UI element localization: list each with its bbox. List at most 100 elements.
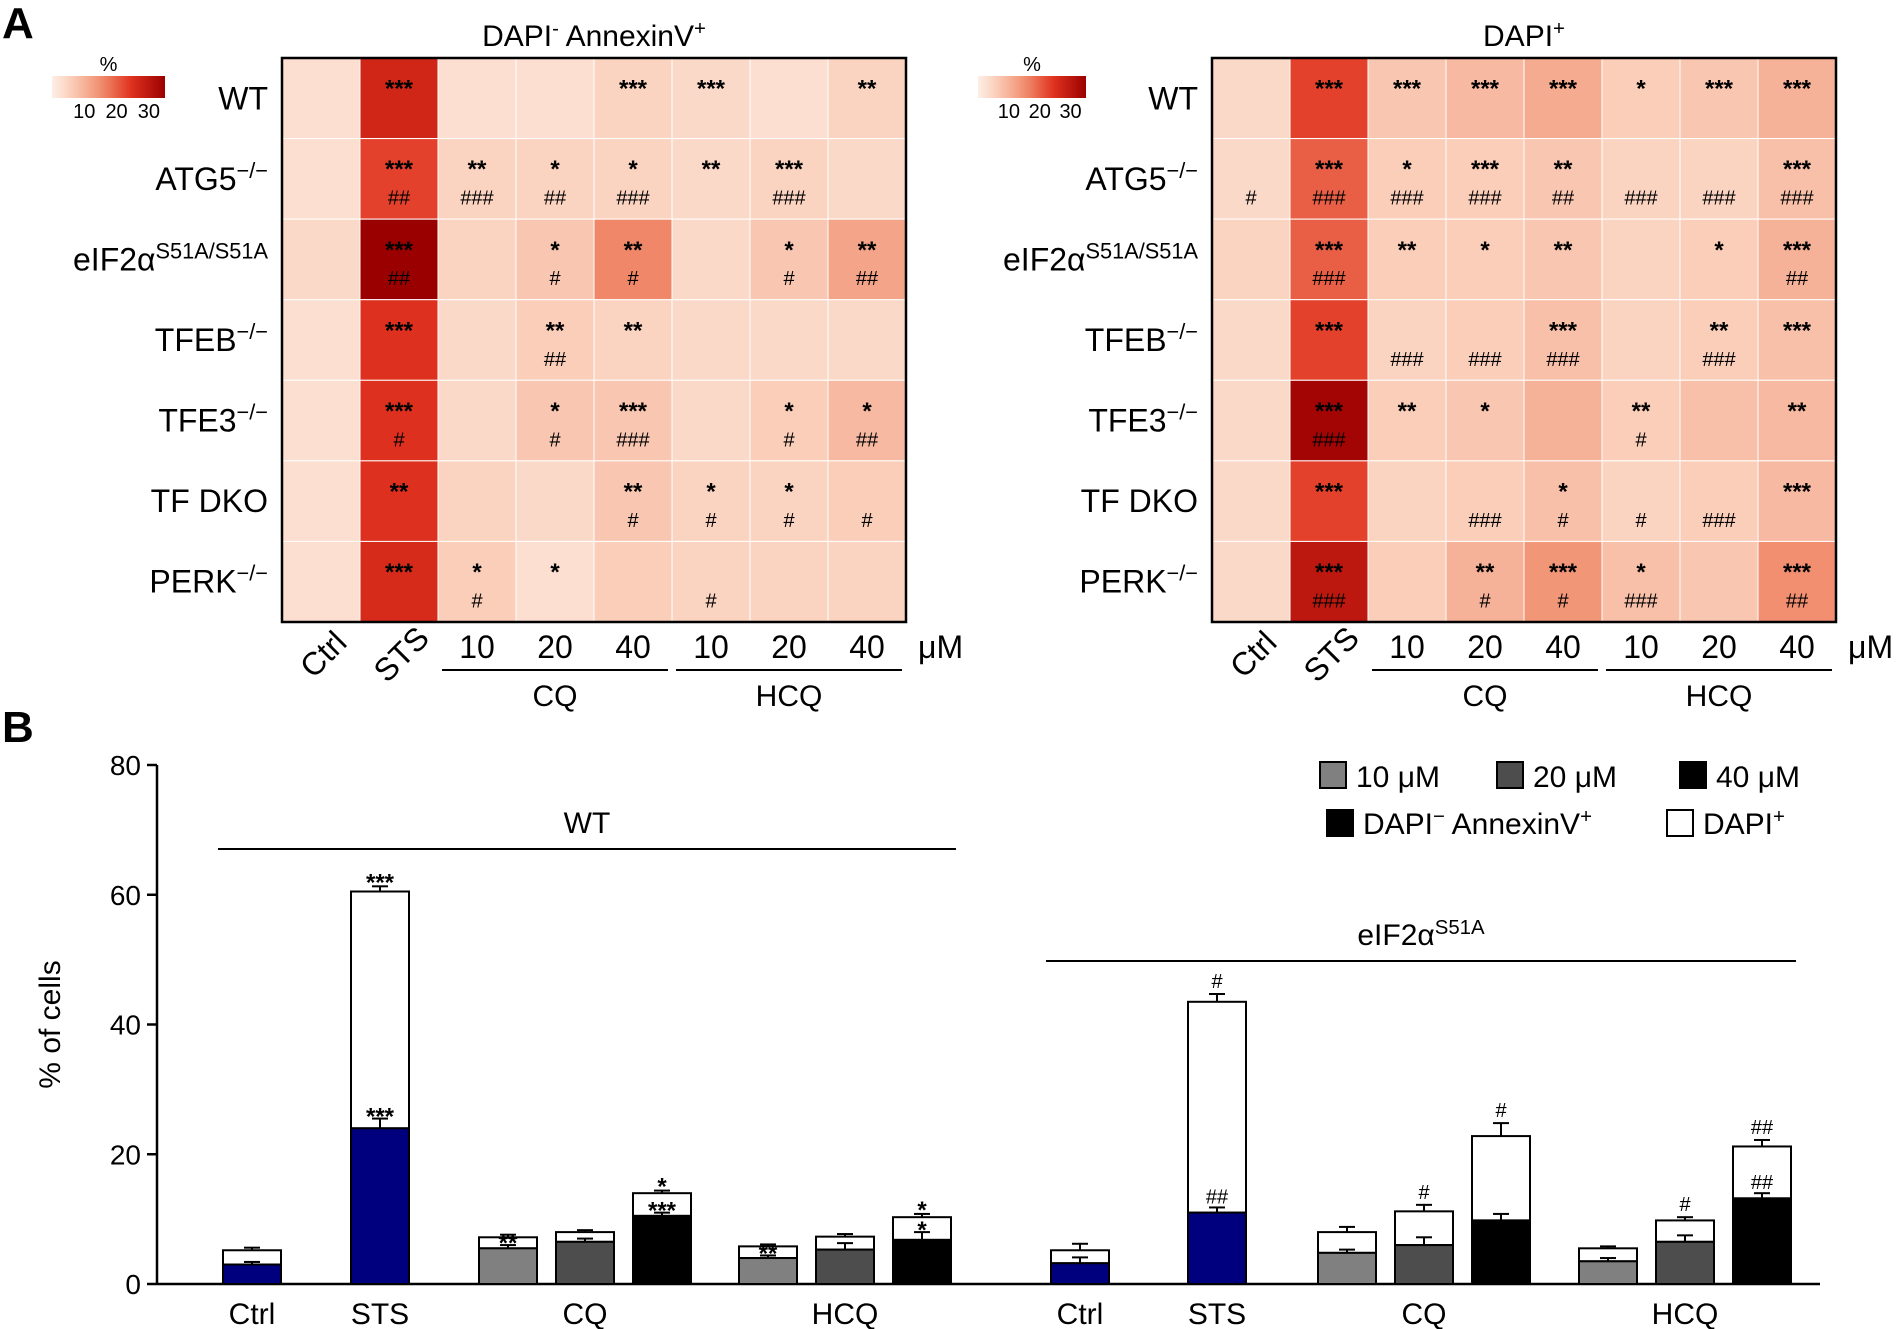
bar-segment-annexin: [738, 1257, 798, 1286]
row-label: WT: [218, 80, 268, 116]
legend-dapi-label: DAPI+: [1703, 806, 1785, 841]
cell-significance-star: ***: [1315, 479, 1344, 506]
colorbar: [52, 76, 165, 98]
cell-significance-star: ***: [619, 76, 648, 103]
column-label: 10: [1623, 629, 1659, 665]
superscript: +: [1773, 806, 1785, 828]
superscript: S51A/S51A: [156, 238, 269, 263]
column-label: 10: [1389, 629, 1425, 665]
label-part: TFEB: [155, 322, 237, 358]
superscript: −/−: [1167, 319, 1198, 344]
panel-label-b: B: [2, 703, 34, 752]
cell-significance-hash: ##: [856, 429, 879, 451]
bar-segment-annexin: [555, 1240, 615, 1286]
superscript: S51A/S51A: [1086, 238, 1199, 263]
superscript: +: [1553, 18, 1565, 40]
label-part: WT: [218, 80, 268, 116]
cell-significance-hash: #: [1245, 188, 1257, 210]
unit-label: μM: [918, 629, 963, 665]
column-label: Ctrl: [293, 624, 354, 685]
heatmap-cell: [1757, 540, 1837, 623]
category-label: HCQ: [812, 1298, 879, 1329]
cell-significance-star: **: [1710, 317, 1729, 344]
row-label: TF DKO: [151, 483, 268, 519]
bar-segment-annexin: [1187, 1211, 1247, 1285]
heatmap-cell: [515, 218, 595, 301]
column-label: 20: [1701, 629, 1737, 665]
cell-significance-hash: ###: [1312, 268, 1346, 290]
cell-significance-star: ***: [1705, 76, 1734, 103]
heatmap-cell: [1211, 540, 1291, 623]
cell-significance-star: ***: [1315, 237, 1344, 264]
heatmap-cell: [1367, 299, 1447, 381]
column-label: 40: [849, 629, 885, 665]
cell-significance-star: ***: [1783, 317, 1812, 344]
category-label: STS: [1188, 1298, 1246, 1329]
column-label: STS: [1296, 619, 1365, 688]
cell-significance-hash: ###: [772, 188, 806, 210]
cell-significance-hash: ##: [544, 188, 567, 210]
heatmap-cell: [827, 299, 907, 381]
heatmap-cell: [515, 299, 595, 381]
cell-significance-hash: ###: [616, 429, 650, 451]
heatmap-cell: [1445, 379, 1525, 462]
cell-significance-star: **: [624, 237, 643, 264]
bar-segment-dapi-positive: [1187, 1000, 1247, 1214]
heatmap-cell: [359, 379, 439, 462]
bar-annotation-bottom: ##: [1206, 1186, 1229, 1208]
heatmap-cell: [1367, 57, 1447, 140]
cell-significance-star: ***: [1393, 76, 1422, 103]
bar-annotation-bottom: ***: [648, 1198, 677, 1225]
row-label: eIF2αS51A/S51A: [1003, 238, 1198, 277]
heatmap-cell: [515, 540, 595, 623]
cell-significance-star: ***: [1783, 156, 1812, 183]
heatmap-cell: [1289, 299, 1369, 381]
heatmap-cell: [1523, 379, 1603, 462]
heatmap-cell: [749, 460, 829, 542]
label-part: PERK: [1079, 564, 1166, 600]
label-part: eIF2α: [73, 241, 156, 277]
cell-significance-star: *: [1480, 237, 1490, 264]
cell-significance-hash: ###: [1780, 188, 1814, 210]
row-label: TFEB−/−: [155, 319, 268, 358]
row-label: TF DKO: [1081, 483, 1198, 519]
heatmap-cell: [749, 299, 829, 381]
label-part: DAPI: [1703, 808, 1773, 841]
heatmap-cell: [1601, 540, 1681, 623]
bar-annotation-bottom: **: [499, 1230, 518, 1257]
bar-segment-annexin: [892, 1238, 952, 1286]
heatmap-cell: [671, 299, 751, 381]
bar-segment-annexin: [1578, 1260, 1638, 1285]
cell-significance-star: *: [550, 156, 560, 183]
bar-segment-annexin: [1655, 1240, 1715, 1286]
cell-significance-hash: #: [1557, 510, 1569, 532]
bar-annotation-total: #: [1495, 1100, 1507, 1122]
cell-significance-hash: ###: [1468, 510, 1502, 532]
heatmap-cell: [1757, 460, 1837, 542]
bar-annotation-total: *: [657, 1174, 667, 1201]
superscript: −/−: [237, 158, 268, 183]
heatmap-cell: [437, 460, 517, 542]
cell-significance-star: ***: [1783, 479, 1812, 506]
label-part: eIF2α: [1357, 919, 1434, 952]
cell-significance-star: ***: [1783, 559, 1812, 586]
cell-significance-star: ***: [385, 237, 414, 264]
bar-annotation-bottom: ##: [1751, 1172, 1774, 1194]
cell-significance-hash: #: [627, 510, 639, 532]
cell-significance-star: *: [472, 559, 482, 586]
cell-significance-star: *: [784, 237, 794, 264]
heatmap-cell: [437, 299, 517, 381]
cell-significance-hash: ##: [1786, 590, 1809, 612]
cell-significance-star: *: [1636, 559, 1646, 586]
row-label: TFE3−/−: [158, 399, 268, 438]
superscript: +: [694, 18, 706, 40]
category-label: Ctrl: [229, 1298, 276, 1329]
group-title: eIF2αS51A: [1357, 917, 1485, 952]
cell-significance-star: ***: [1315, 559, 1344, 586]
heatmap-cell: [515, 379, 595, 462]
legend-swatch-dose: [1319, 761, 1347, 789]
heatmap-cell: [1289, 540, 1369, 623]
superscript: S51A: [1435, 917, 1485, 939]
heatmap-cell: [593, 460, 673, 542]
column-label: 40: [1779, 629, 1815, 665]
